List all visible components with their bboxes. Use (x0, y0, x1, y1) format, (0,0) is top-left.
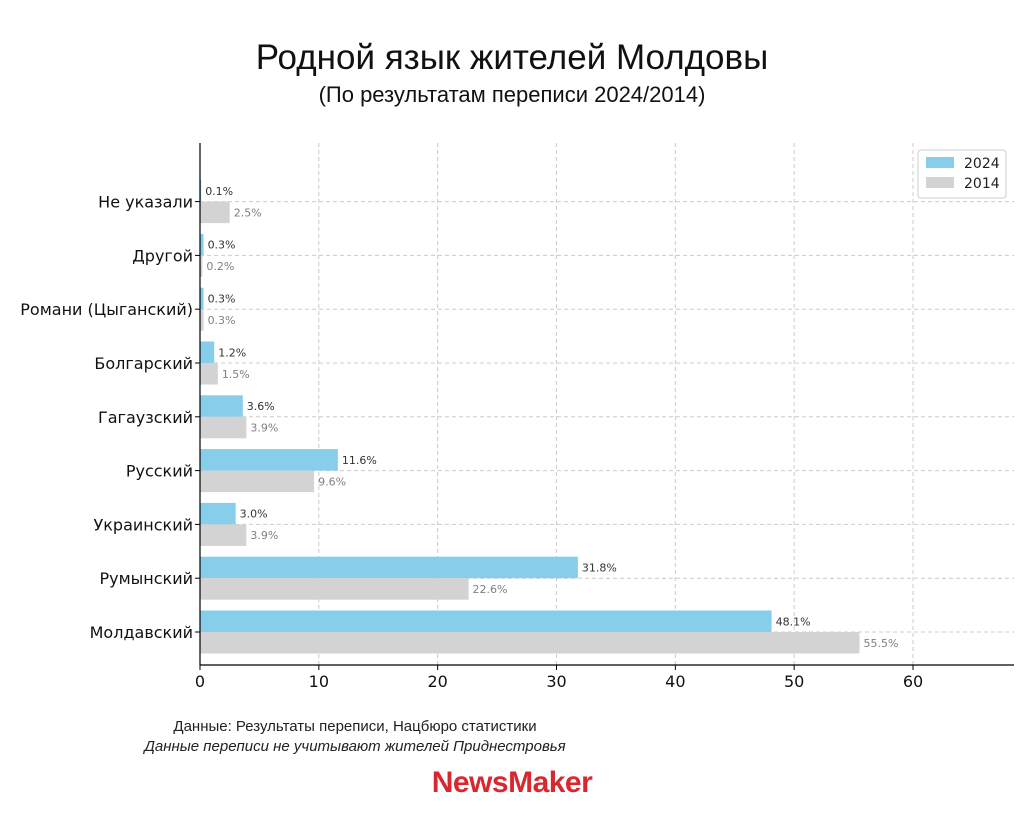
value-label-2014: 22.6% (473, 583, 508, 596)
bar-2024 (200, 287, 204, 310)
category-label: Болгарский (94, 354, 193, 373)
chart-title: Родной язык жителей Молдовы (255, 38, 769, 77)
bar-2014 (200, 632, 860, 654)
category-label: Романи (Цыганский) (20, 300, 193, 319)
value-label-2014: 3.9% (250, 529, 278, 542)
bar-2024 (200, 556, 578, 579)
legend-swatch-2024 (926, 157, 954, 168)
category-label: Украинский (94, 515, 194, 534)
bar-2014 (200, 309, 204, 331)
value-label-2024: 1.2% (218, 346, 246, 359)
value-label-2024: 3.0% (240, 508, 268, 521)
value-label-2024: 48.1% (776, 615, 811, 628)
x-tick-label: 0 (195, 672, 205, 691)
transnistria-note: Данные переписи не учитывают жителей При… (144, 738, 566, 755)
bar-2024 (200, 502, 236, 525)
legend-label-2024: 2024 (964, 156, 1000, 172)
category-label: Не указали (98, 193, 193, 212)
x-tick-label: 40 (665, 672, 685, 691)
bar-2014 (200, 578, 469, 600)
category-label: Гагаузский (98, 408, 193, 427)
newsmaker-logo: NewsMaker (431, 766, 593, 799)
bar-2014 (200, 255, 203, 277)
x-tick-label: 20 (427, 672, 447, 691)
value-label-2024: 3.6% (247, 400, 275, 413)
value-label-2024: 11.6% (342, 454, 377, 467)
bar-2014 (200, 363, 218, 385)
value-label-2014: 0.2% (206, 260, 234, 273)
x-tick-label: 50 (784, 672, 804, 691)
category-label: Молдавский (90, 623, 193, 642)
value-label-2024: 0.1% (205, 185, 233, 198)
bar-2024 (200, 341, 215, 363)
value-label-2014: 9.6% (318, 475, 346, 488)
x-tick-label: 10 (309, 672, 329, 691)
category-label: Другой (132, 246, 193, 265)
value-label-2014: 2.5% (234, 206, 262, 219)
bar-2014 (200, 201, 230, 224)
bar-2024 (200, 233, 204, 256)
value-label-2014: 1.5% (222, 368, 250, 381)
chart-subtitle: (По результатам переписи 2024/2014) (318, 82, 706, 107)
bar-2014 (200, 470, 315, 493)
bar-2024 (200, 610, 772, 632)
category-label: Румынский (99, 569, 193, 588)
legend-swatch-2014 (926, 177, 954, 188)
value-label-2024: 0.3% (208, 239, 236, 252)
data-source-note: Данные: Результаты переписи, Нацбюро ста… (173, 718, 537, 735)
bar-2024 (200, 395, 243, 417)
value-label-2024: 31.8% (582, 561, 617, 574)
bar-2014 (200, 524, 247, 546)
value-label-2014: 0.3% (208, 314, 236, 327)
x-tick-label: 30 (546, 672, 566, 691)
value-label-2024: 0.3% (208, 292, 236, 305)
legend-label-2014: 2014 (964, 176, 1000, 192)
value-label-2014: 3.9% (250, 422, 278, 435)
category-label: Русский (126, 462, 193, 481)
bar-2014 (200, 416, 247, 439)
value-label-2014: 55.5% (864, 637, 899, 650)
x-tick-label: 60 (903, 672, 923, 691)
bar-2024 (200, 449, 338, 471)
